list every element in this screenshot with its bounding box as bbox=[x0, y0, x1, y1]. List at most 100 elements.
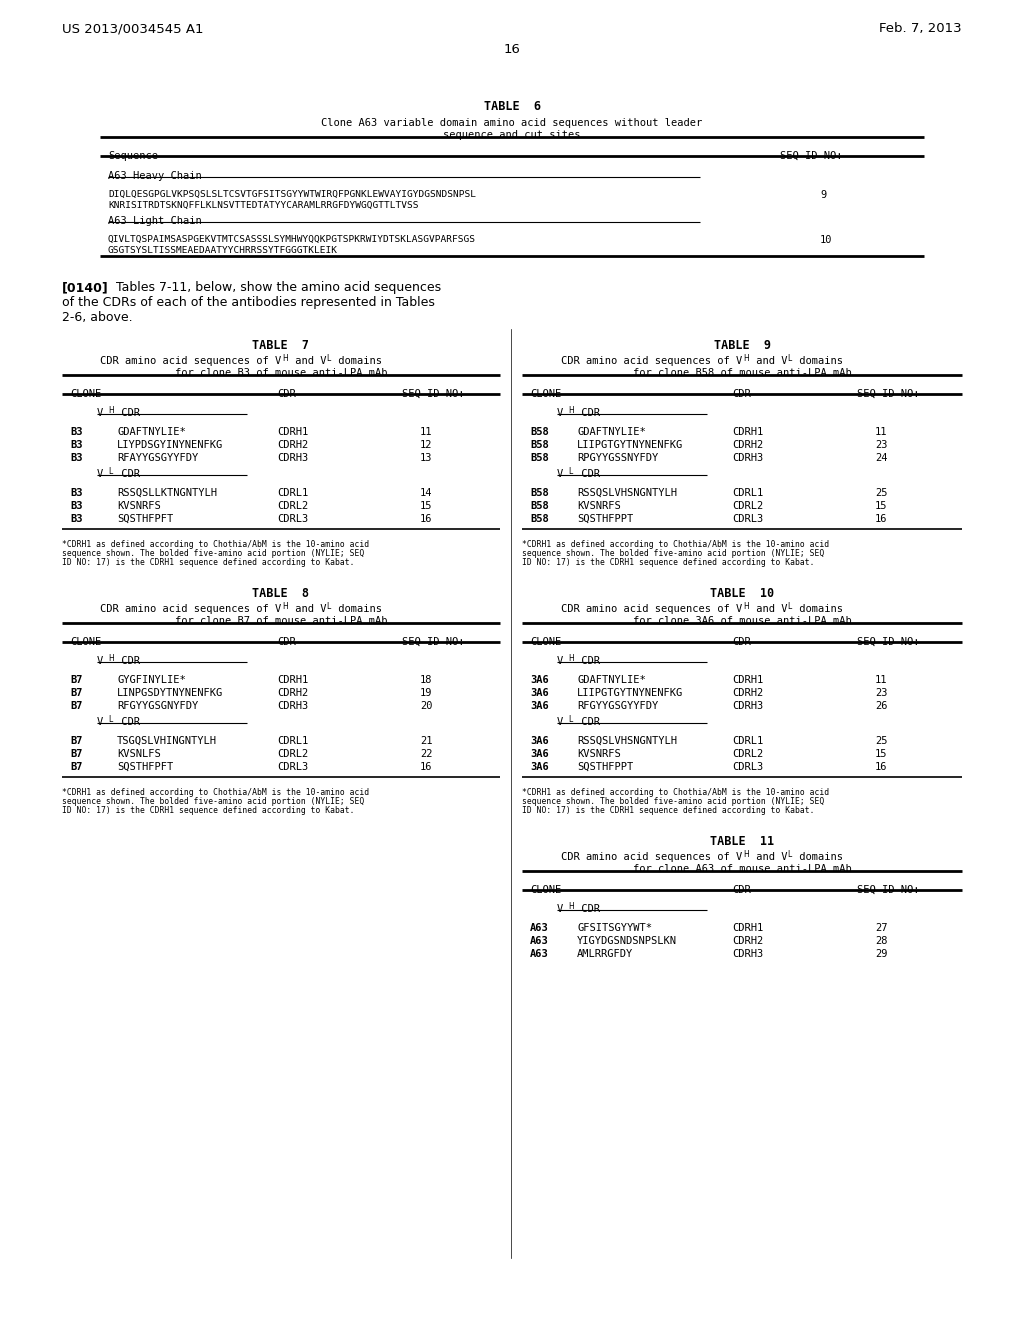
Text: RPGYYGSSNYFDY: RPGYYGSSNYFDY bbox=[577, 453, 658, 463]
Text: RFGYYGSGYYFDY: RFGYYGSGYYFDY bbox=[577, 701, 658, 711]
Text: CDR: CDR bbox=[575, 904, 600, 913]
Text: L: L bbox=[787, 602, 792, 611]
Text: CDR amino acid sequences of V: CDR amino acid sequences of V bbox=[99, 605, 281, 614]
Text: A63: A63 bbox=[530, 936, 549, 946]
Text: 29: 29 bbox=[874, 949, 888, 960]
Text: RFGYYGSGNYFDY: RFGYYGSGNYFDY bbox=[117, 701, 199, 711]
Text: CLONE: CLONE bbox=[70, 389, 101, 399]
Text: SQSTHFPPT: SQSTHFPPT bbox=[577, 762, 633, 772]
Text: 3A6: 3A6 bbox=[530, 762, 549, 772]
Text: CDRH3: CDRH3 bbox=[732, 453, 763, 463]
Text: H: H bbox=[743, 850, 749, 859]
Text: B7: B7 bbox=[70, 748, 83, 759]
Text: A63: A63 bbox=[530, 949, 549, 960]
Text: GYGFINYLIE*: GYGFINYLIE* bbox=[117, 675, 185, 685]
Text: RFAYYGSGYYFDY: RFAYYGSGYYFDY bbox=[117, 453, 199, 463]
Text: 22: 22 bbox=[420, 748, 432, 759]
Text: CLONE: CLONE bbox=[530, 389, 561, 399]
Text: CDRH3: CDRH3 bbox=[732, 949, 763, 960]
Text: V: V bbox=[557, 717, 563, 727]
Text: domains: domains bbox=[332, 605, 382, 614]
Text: SEQ ID NO:: SEQ ID NO: bbox=[780, 150, 843, 161]
Text: SQSTHFPFT: SQSTHFPFT bbox=[117, 762, 173, 772]
Text: 14: 14 bbox=[420, 488, 432, 498]
Text: TABLE  7: TABLE 7 bbox=[253, 339, 309, 352]
Text: CDRL2: CDRL2 bbox=[732, 748, 763, 759]
Text: 3A6: 3A6 bbox=[530, 675, 549, 685]
Text: of the CDRs of each of the antibodies represented in Tables: of the CDRs of each of the antibodies re… bbox=[62, 296, 435, 309]
Text: CDR: CDR bbox=[732, 389, 751, 399]
Text: CDRH1: CDRH1 bbox=[732, 426, 763, 437]
Text: QIVLTQSPAIMSASPGEKVTMTCSASSSLSYMHWYQQKPGTSPKRWIYDTSKLASGVPARFSGS: QIVLTQSPAIMSASPGEKVTMTCSASSSLSYMHWYQQKPG… bbox=[108, 235, 476, 244]
Text: RSSQSLVHSNGNTYLH: RSSQSLVHSNGNTYLH bbox=[577, 737, 677, 746]
Text: sequence and cut sites: sequence and cut sites bbox=[443, 129, 581, 140]
Text: US 2013/0034545 A1: US 2013/0034545 A1 bbox=[62, 22, 204, 36]
Text: L: L bbox=[326, 354, 331, 363]
Text: H: H bbox=[568, 407, 573, 414]
Text: GSGTSYSLTISSMEAEDAATYYCHRRSSYTFGGGTKLEIK: GSGTSYSLTISSMEAEDAATYYCHRRSSYTFGGGTKLEIK bbox=[108, 246, 338, 255]
Text: GDAFTNYLIE*: GDAFTNYLIE* bbox=[117, 426, 185, 437]
Text: 24: 24 bbox=[874, 453, 888, 463]
Text: GDAFTNYLIE*: GDAFTNYLIE* bbox=[577, 675, 646, 685]
Text: CDR: CDR bbox=[575, 656, 600, 667]
Text: TABLE  8: TABLE 8 bbox=[253, 587, 309, 601]
Text: CDR: CDR bbox=[278, 389, 296, 399]
Text: B3: B3 bbox=[70, 502, 83, 511]
Text: 19: 19 bbox=[420, 688, 432, 698]
Text: KVSNRFS: KVSNRFS bbox=[117, 502, 161, 511]
Text: V: V bbox=[97, 408, 103, 418]
Text: 3A6: 3A6 bbox=[530, 688, 549, 698]
Text: CDRH3: CDRH3 bbox=[278, 453, 308, 463]
Text: CDR: CDR bbox=[278, 638, 296, 647]
Text: 16: 16 bbox=[420, 762, 432, 772]
Text: B7: B7 bbox=[70, 701, 83, 711]
Text: 10: 10 bbox=[820, 235, 833, 246]
Text: [0140]: [0140] bbox=[62, 281, 109, 294]
Text: B3: B3 bbox=[70, 453, 83, 463]
Text: Clone A63 variable domain amino acid sequences without leader: Clone A63 variable domain amino acid seq… bbox=[322, 117, 702, 128]
Text: B7: B7 bbox=[70, 675, 83, 685]
Text: CDR amino acid sequences of V: CDR amino acid sequences of V bbox=[99, 356, 281, 366]
Text: TABLE  9: TABLE 9 bbox=[714, 339, 770, 352]
Text: B3: B3 bbox=[70, 440, 83, 450]
Text: CDR: CDR bbox=[732, 638, 751, 647]
Text: KVSNRFS: KVSNRFS bbox=[577, 748, 621, 759]
Text: B58: B58 bbox=[530, 488, 549, 498]
Text: and V: and V bbox=[750, 605, 787, 614]
Text: 25: 25 bbox=[874, 737, 888, 746]
Text: 15: 15 bbox=[874, 748, 888, 759]
Text: TABLE  6: TABLE 6 bbox=[483, 100, 541, 114]
Text: and V: and V bbox=[289, 605, 327, 614]
Text: 2-6, above.: 2-6, above. bbox=[62, 312, 133, 323]
Text: CDRL1: CDRL1 bbox=[278, 488, 308, 498]
Text: 11: 11 bbox=[874, 426, 888, 437]
Text: RSSQSLVHSNGNTYLH: RSSQSLVHSNGNTYLH bbox=[577, 488, 677, 498]
Text: ID NO: 17) is the CDRH1 sequence defined according to Kabat.: ID NO: 17) is the CDRH1 sequence defined… bbox=[62, 558, 354, 568]
Text: 16: 16 bbox=[874, 762, 888, 772]
Text: B58: B58 bbox=[530, 502, 549, 511]
Text: TSGQSLVHINGNTYLH: TSGQSLVHINGNTYLH bbox=[117, 737, 217, 746]
Text: H: H bbox=[282, 354, 288, 363]
Text: 9: 9 bbox=[820, 190, 826, 201]
Text: *CDRH1 as defined according to Chothia/AbM is the 10-amino acid: *CDRH1 as defined according to Chothia/A… bbox=[522, 540, 829, 549]
Text: H: H bbox=[568, 653, 573, 663]
Text: 16: 16 bbox=[874, 513, 888, 524]
Text: CDRL1: CDRL1 bbox=[732, 488, 763, 498]
Text: *CDRH1 as defined according to Chothia/AbM is the 10-amino acid: *CDRH1 as defined according to Chothia/A… bbox=[62, 788, 369, 797]
Text: CDRL2: CDRL2 bbox=[278, 502, 308, 511]
Text: B58: B58 bbox=[530, 453, 549, 463]
Text: LIYPDSGYINYNENFKG: LIYPDSGYINYNENFKG bbox=[117, 440, 223, 450]
Text: CDRL2: CDRL2 bbox=[278, 748, 308, 759]
Text: sequence shown. The bolded five-amino acid portion (NYLIE; SEQ: sequence shown. The bolded five-amino ac… bbox=[522, 797, 824, 807]
Text: LIIPGTGYTNYNENFKG: LIIPGTGYTNYNENFKG bbox=[577, 688, 683, 698]
Text: ID NO: 17) is the CDRH1 sequence defined according to Kabat.: ID NO: 17) is the CDRH1 sequence defined… bbox=[62, 807, 354, 814]
Text: B7: B7 bbox=[70, 688, 83, 698]
Text: domains: domains bbox=[793, 356, 843, 366]
Text: B7: B7 bbox=[70, 762, 83, 772]
Text: 3A6: 3A6 bbox=[530, 701, 549, 711]
Text: 23: 23 bbox=[874, 688, 888, 698]
Text: CDRH2: CDRH2 bbox=[732, 440, 763, 450]
Text: B3: B3 bbox=[70, 513, 83, 524]
Text: TABLE  11: TABLE 11 bbox=[710, 836, 774, 847]
Text: A63: A63 bbox=[530, 923, 549, 933]
